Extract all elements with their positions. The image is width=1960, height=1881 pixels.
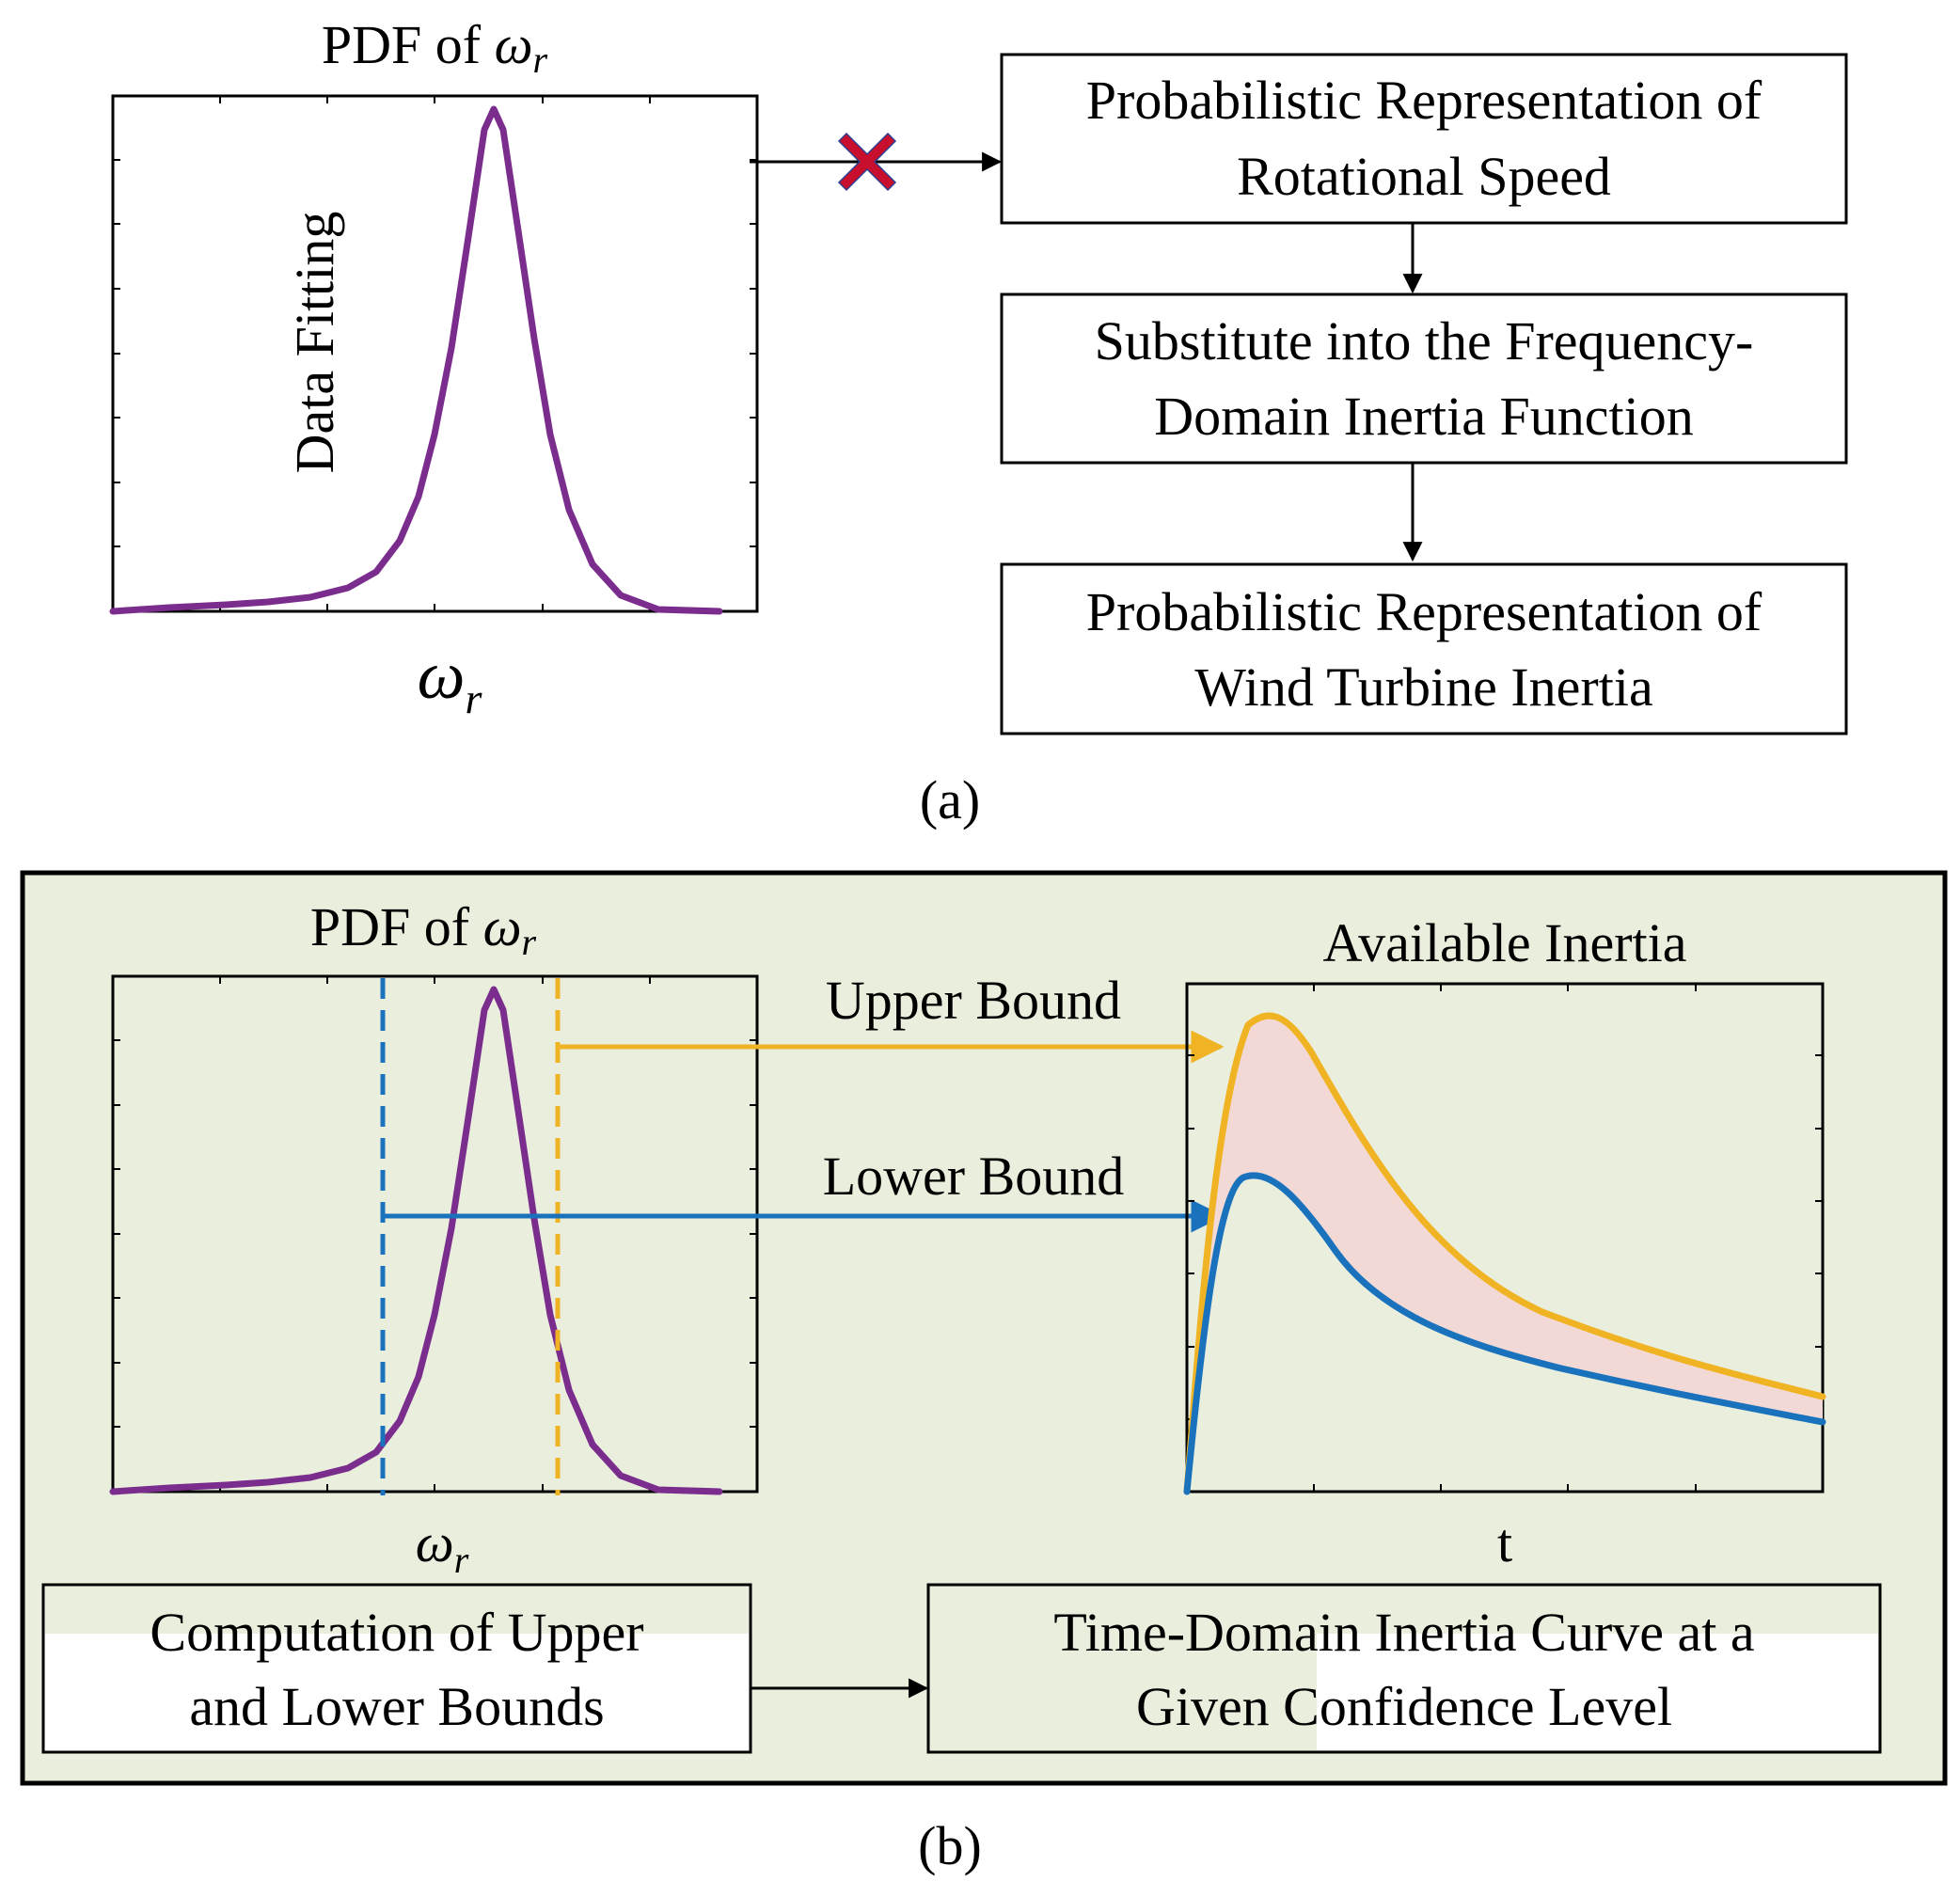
pdf-title-b: PDF of ωr [310, 896, 537, 963]
confidence-band [1187, 1016, 1823, 1492]
inertia-plot-frame [1185, 982, 1825, 1494]
omega-symbol: ω [495, 14, 533, 75]
time-domain-box-line1: Time-Domain Inertia Curve at a [1053, 1602, 1754, 1663]
bounds-box-line2: and Lower Bounds [189, 1676, 604, 1737]
omega-subscript: r [465, 674, 482, 722]
inertia-x-label: t [1497, 1512, 1512, 1573]
inertia-plot-ticks [1187, 984, 1823, 1492]
pdf-plot-ticks-b [113, 976, 757, 1492]
upper-bound-label: Upper Bound [826, 970, 1121, 1031]
pdf-title-a: PDF of ωr [322, 14, 548, 81]
flow-box-1-line2: Rotational Speed [1237, 146, 1611, 207]
flow-box-1-line1: Probabilistic Representation of [1086, 70, 1762, 131]
inertia-chart-title: Available Inertia [1323, 912, 1687, 973]
panel-a: PDF of ωr Data Fitting ωr [109, 14, 1848, 830]
time-domain-box-line2: Given Confidence Level [1136, 1676, 1672, 1737]
flow-box-3-line2: Wind Turbine Inertia [1194, 656, 1652, 718]
bounds-box-line1: Computation of Upper [150, 1602, 643, 1663]
omega-subscript: r [454, 1539, 469, 1581]
flow-box-rotational-speed: Probabilistic Representation of Rotation… [1000, 53, 1848, 225]
panel-b: PDF of ωr ωr [20, 870, 1948, 1876]
caption-a: (a) [920, 769, 980, 830]
upper-inertia-curve [1183, 1012, 1826, 1495]
flow-box-2-line2: Domain Inertia Function [1154, 386, 1693, 447]
pdf-title-prefix: PDF of [322, 14, 495, 75]
data-fitting-label: Data Fitting [284, 212, 345, 474]
omega-axis-label-a: ωr [418, 638, 483, 722]
pdf-title-prefix: PDF of [310, 896, 483, 957]
flow-box-frequency-domain: Substitute into the Frequency- Domain In… [1000, 292, 1848, 465]
caption-b: (b) [918, 1815, 982, 1876]
lower-bound-label: Lower Bound [823, 1146, 1125, 1207]
omega-subscript: r [522, 921, 537, 963]
omega-symbol: ω [418, 638, 466, 713]
time-domain-curve-box: Time-Domain Inertia Curve at a Given Con… [926, 1583, 1882, 1754]
omega-subscript: r [533, 39, 548, 81]
pdf-curve-b [109, 986, 723, 1495]
omega-axis-label-b: ωr [416, 1512, 469, 1581]
pdf-curve-a [109, 105, 723, 615]
pdf-plot-frame-a [111, 94, 759, 613]
cross-icon [837, 132, 897, 192]
omega-symbol: ω [483, 896, 522, 957]
lower-inertia-curve [1183, 1172, 1826, 1495]
omega-symbol: ω [416, 1512, 454, 1573]
flow-box-2-line1: Substitute into the Frequency- [1095, 310, 1754, 371]
bounds-computation-box: Computation of Upper and Lower Bounds [41, 1583, 752, 1754]
pdf-plot-ticks-a [113, 96, 757, 611]
flow-box-wind-turbine-inertia: Probabilistic Representation of Wind Tur… [1000, 562, 1848, 735]
flow-box-3-line1: Probabilistic Representation of [1086, 581, 1762, 642]
